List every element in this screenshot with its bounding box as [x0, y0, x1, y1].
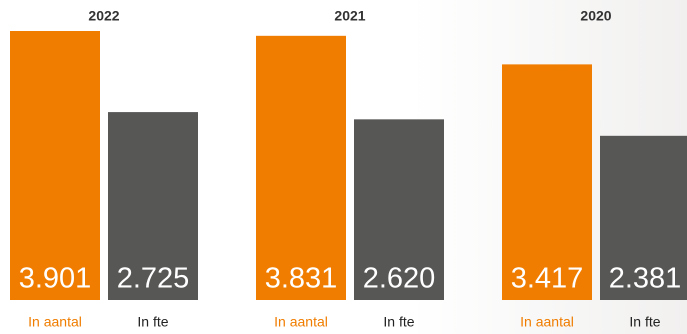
- series-label: In aantal: [28, 314, 82, 330]
- series-label: In aantal: [274, 314, 328, 330]
- bar: [256, 35, 346, 301]
- bar: [108, 112, 198, 301]
- series-label: In fte: [629, 314, 660, 330]
- series-label: In fte: [137, 314, 168, 330]
- bar: [10, 31, 100, 300]
- value-label: 2.725: [117, 263, 190, 295]
- value-label: 3.831: [265, 263, 338, 295]
- series-label: In aantal: [520, 314, 574, 330]
- bar: [354, 119, 444, 301]
- value-label: 3.901: [19, 263, 92, 295]
- bar: [600, 135, 687, 300]
- value-label: 3.417: [511, 263, 584, 295]
- bar: [502, 64, 592, 300]
- group-title: 2022: [88, 8, 119, 24]
- group-title: 2021: [334, 8, 365, 24]
- series-label: In fte: [383, 314, 414, 330]
- group-title: 2020: [580, 8, 611, 24]
- value-label: 2.381: [609, 263, 682, 295]
- value-label: 2.620: [363, 263, 436, 295]
